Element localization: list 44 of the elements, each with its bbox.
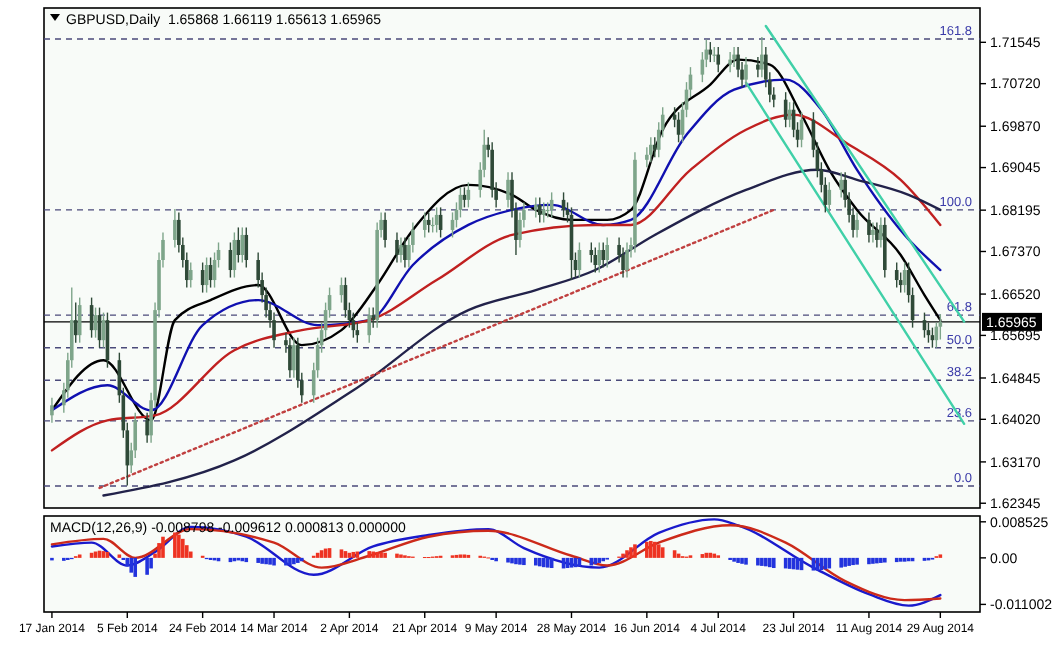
candlestick: [403, 236, 407, 269]
candlestick: [839, 171, 843, 199]
candlestick: [534, 196, 538, 219]
candlestick: [716, 46, 721, 73]
candlestick: [871, 221, 875, 244]
candlestick: [756, 56, 760, 78]
candlestick: [652, 136, 657, 158]
candlestick: [728, 51, 732, 73]
candlestick: [50, 397, 54, 424]
candlestick: [188, 261, 193, 289]
candlestick: [490, 141, 494, 199]
candlestick: [288, 336, 292, 379]
candlestick: [537, 196, 542, 224]
candlestick: [875, 221, 879, 249]
candlestick: [367, 306, 372, 344]
candlestick: [760, 36, 764, 78]
candlestick: [827, 181, 832, 214]
candlestick: [605, 236, 609, 269]
candlestick: [506, 171, 510, 209]
candlestick: [541, 201, 546, 224]
candlestick: [597, 241, 602, 274]
candlestick: [395, 231, 399, 264]
candlestick: [744, 56, 748, 88]
candlestick: [855, 211, 859, 239]
candlestick: [399, 236, 403, 264]
candlestick: [625, 241, 629, 279]
candlestick: [867, 211, 871, 244]
candlestick: [244, 226, 249, 269]
candlestick: [649, 136, 653, 164]
candlestick: [593, 246, 598, 274]
candlestick: [422, 211, 427, 239]
candlestick: [426, 211, 431, 234]
candlestick: [883, 216, 887, 279]
candlestick: [879, 216, 883, 249]
candlestick: [601, 241, 606, 269]
candlestick: [383, 211, 387, 249]
candlestick: [292, 336, 296, 379]
candlestick: [73, 301, 78, 344]
candlestick: [732, 46, 736, 68]
candlestick: [371, 306, 375, 329]
candlestick: [173, 208, 177, 249]
candlestick: [894, 261, 899, 289]
candlestick: [145, 412, 149, 444]
candlestick: [272, 311, 276, 349]
